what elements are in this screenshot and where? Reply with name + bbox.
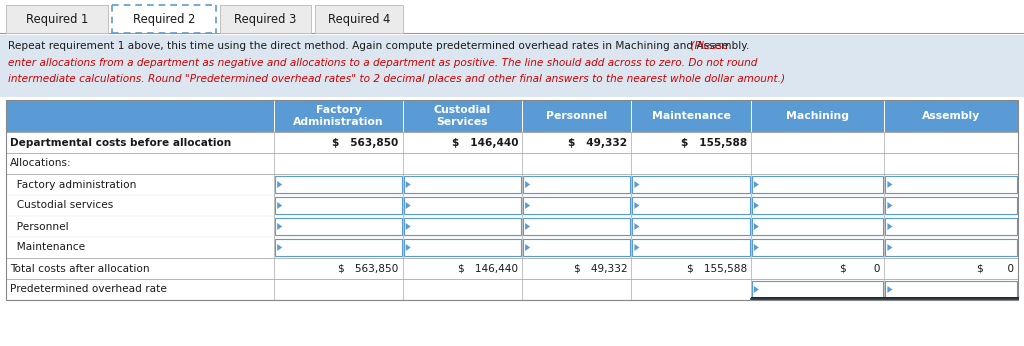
Polygon shape [278,181,283,188]
Polygon shape [888,286,892,293]
Text: Personnel: Personnel [10,221,69,231]
Polygon shape [888,223,892,230]
Text: Required 1: Required 1 [26,12,88,26]
Bar [523,197,631,214]
Bar [886,197,1017,214]
Bar [523,176,631,193]
Text: Maintenance: Maintenance [651,111,730,121]
Bar [275,197,401,214]
Bar [523,239,631,256]
Polygon shape [888,181,892,188]
Bar [752,197,884,214]
Bar [886,239,1017,256]
Bar [752,218,884,235]
Bar [523,218,631,235]
Polygon shape [635,244,639,251]
Bar [275,218,401,235]
Polygon shape [278,223,283,230]
Bar [0,35,1024,97]
Text: $   155,588: $ 155,588 [686,264,746,273]
Text: $   49,332: $ 49,332 [568,137,628,147]
Polygon shape [635,202,639,209]
Text: Required 4: Required 4 [328,12,390,26]
Polygon shape [406,223,411,230]
Bar [752,176,884,193]
Bar [6,258,1018,279]
Polygon shape [525,223,530,230]
Polygon shape [754,181,759,188]
Text: $   563,850: $ 563,850 [333,137,398,147]
Text: Machining: Machining [786,111,849,121]
Text: $   155,588: $ 155,588 [681,137,746,147]
Bar [315,5,403,33]
Text: $        0: $ 0 [840,264,881,273]
Bar [275,239,401,256]
Text: Repeat requirement 1 above, this time using the direct method. Again compute pre: Repeat requirement 1 above, this time us… [8,41,750,51]
Polygon shape [754,202,759,209]
Bar [633,197,750,214]
Bar [403,176,521,193]
Polygon shape [635,181,639,188]
Text: Maintenance: Maintenance [10,243,85,253]
Bar [633,176,750,193]
Text: $       0: $ 0 [977,264,1014,273]
Bar [6,174,1018,195]
Bar [886,218,1017,235]
Bar [403,218,521,235]
Bar [403,197,521,214]
Text: $   146,440: $ 146,440 [452,137,518,147]
Bar [112,5,216,33]
Polygon shape [406,181,411,188]
Polygon shape [754,286,759,293]
Text: Required 3: Required 3 [234,12,297,26]
Bar [752,239,884,256]
Text: Allocations:: Allocations: [10,158,72,169]
Text: Required 2: Required 2 [133,12,196,26]
Text: Assembly: Assembly [922,111,980,121]
Bar [6,279,1018,300]
Text: Custodial
Services: Custodial Services [434,105,490,127]
Text: Factory
Administration: Factory Administration [293,105,384,127]
Text: enter allocations from a department as negative and allocations to a department : enter allocations from a department as n… [8,57,758,67]
Polygon shape [888,244,892,251]
Text: $   563,850: $ 563,850 [338,264,398,273]
Text: $   49,332: $ 49,332 [573,264,628,273]
Text: intermediate calculations. Round "Predetermined overhead rates" to 2 decimal pla: intermediate calculations. Round "Predet… [8,74,785,84]
Bar [6,100,1018,300]
Text: (Please: (Please [687,41,729,51]
Bar [6,195,1018,216]
Polygon shape [406,202,411,209]
Bar [752,281,884,298]
Bar [886,281,1017,298]
Text: Factory administration: Factory administration [10,180,136,190]
Bar [6,132,1018,153]
Polygon shape [525,181,530,188]
Bar [220,5,311,33]
Polygon shape [635,223,639,230]
Bar [6,216,1018,237]
Text: Total costs after allocation: Total costs after allocation [10,264,150,273]
Text: $   146,440: $ 146,440 [458,264,518,273]
Bar [6,237,1018,258]
Polygon shape [525,202,530,209]
Polygon shape [406,244,411,251]
Polygon shape [888,202,892,209]
Bar [886,176,1017,193]
Polygon shape [525,244,530,251]
Bar [403,239,521,256]
Bar [6,100,1018,132]
Bar [275,176,401,193]
Polygon shape [754,244,759,251]
Polygon shape [278,202,283,209]
Text: Custodial services: Custodial services [10,200,114,210]
Text: Personnel: Personnel [546,111,607,121]
Bar [633,239,750,256]
Polygon shape [278,244,283,251]
Bar [6,153,1018,174]
Text: Departmental costs before allocation: Departmental costs before allocation [10,137,231,147]
Bar [6,5,108,33]
Text: Predetermined overhead rate: Predetermined overhead rate [10,284,167,294]
Polygon shape [754,223,759,230]
Bar [633,218,750,235]
